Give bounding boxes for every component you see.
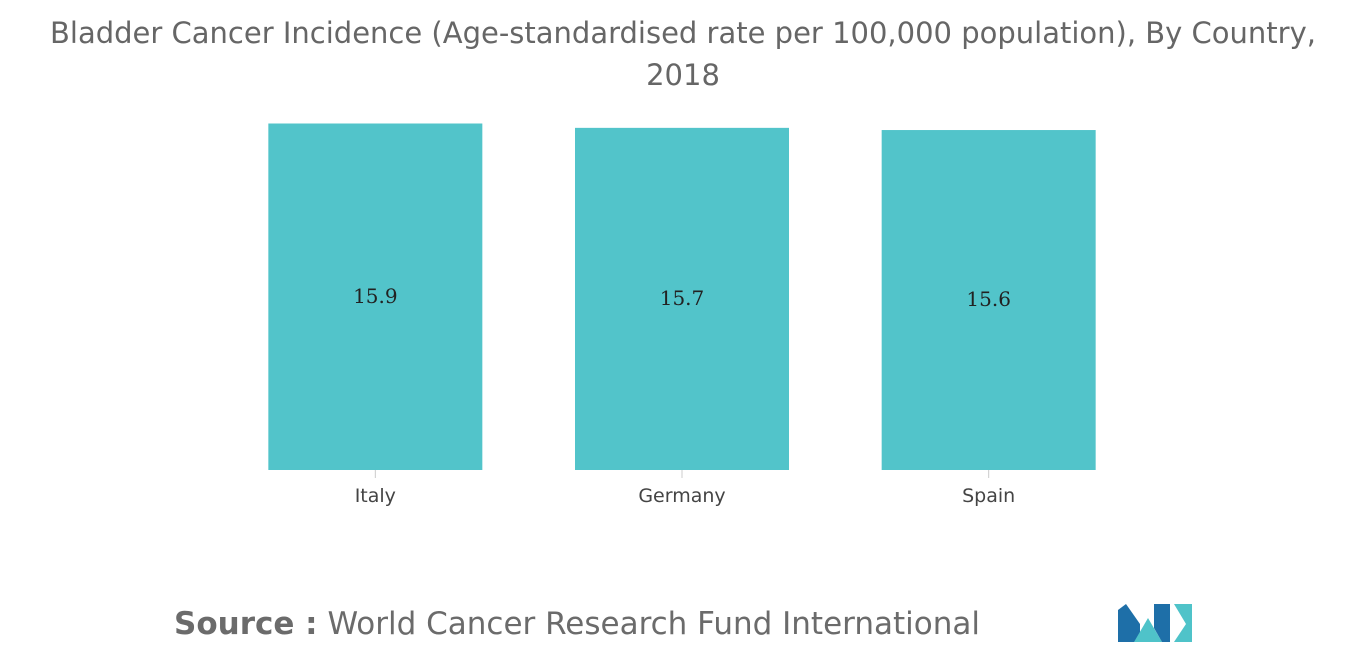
source-note: Source : World Cancer Research Fund Inte… (174, 606, 980, 642)
chart-title-line-2: 2018 (646, 58, 720, 92)
source-text: World Cancer Research Fund International (327, 606, 980, 642)
chart-title-line-1: Bladder Cancer Incidence (Age-standardis… (50, 16, 1316, 50)
category-label-germany: Germany (638, 485, 725, 507)
bar-spain (881, 130, 1096, 471)
chart-title: Bladder Cancer Incidence (Age-standardis… (0, 12, 1366, 96)
category-label-italy: Italy (355, 485, 396, 507)
bar-germany (575, 127, 789, 470)
bar-italy (268, 123, 483, 470)
company-logo-icon (1118, 604, 1192, 642)
data-label-spain: 15.6 (966, 287, 1011, 311)
data-label-italy: 15.9 (353, 284, 398, 308)
category-label-spain: Spain (962, 485, 1015, 507)
data-label-germany: 15.7 (660, 286, 705, 310)
source-label: Source : (174, 606, 318, 642)
